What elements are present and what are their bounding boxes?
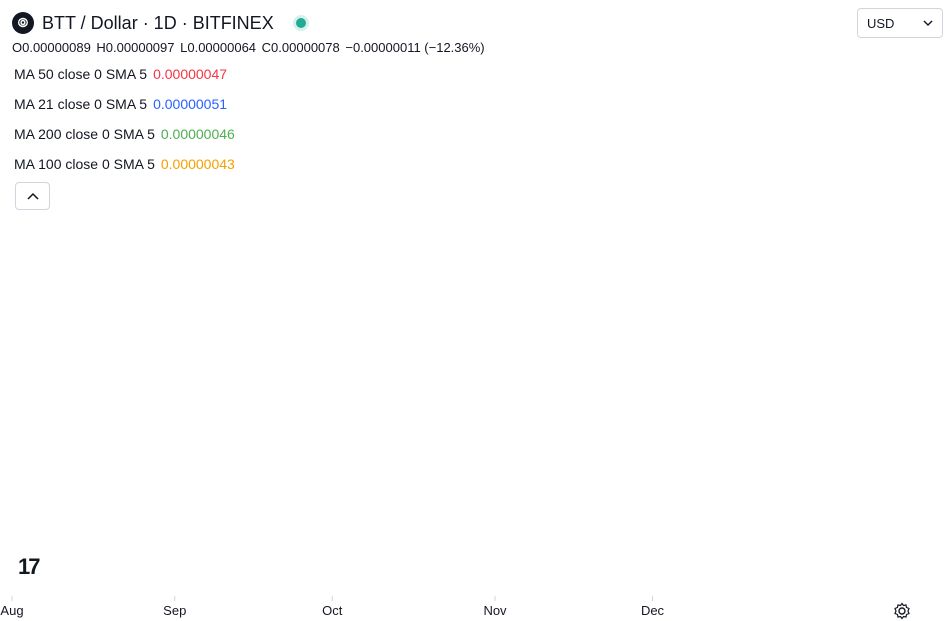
- ohlc-low: L0.00000064: [180, 40, 257, 55]
- indicator-label: MA 200 close 0 SMA 5: [14, 126, 155, 142]
- indicator-value: 0.00000051: [153, 96, 228, 112]
- btt-logo-icon: ⦾: [12, 12, 34, 34]
- tradingview-logo[interactable]: 17: [18, 554, 41, 579]
- x-tick-label: Dec: [641, 603, 665, 618]
- indicator-legend-ma50[interactable]: MA 50 close 0 SMA 5 0.00000047: [14, 66, 227, 82]
- indicator-legend-ma21[interactable]: MA 21 close 0 SMA 5 0.00000051: [14, 96, 227, 112]
- symbol-header: ⦾ BTT / Dollar · 1D · BITFINEX: [12, 12, 306, 34]
- x-tick-label: Oct: [322, 603, 343, 618]
- indicator-legend-ma100[interactable]: MA 100 close 0 SMA 5 0.00000043: [14, 156, 235, 172]
- market-open-status-icon: [295, 18, 306, 28]
- indicator-value: 0.00000043: [160, 156, 235, 172]
- indicator-legend-ma200[interactable]: MA 200 close 0 SMA 5 0.00000046: [14, 126, 235, 142]
- ohlc-close: C0.00000078: [261, 40, 340, 55]
- indicator-value: 0.00000047: [153, 66, 228, 82]
- x-tick-label: Sep: [163, 603, 186, 618]
- currency-value: USD: [867, 15, 895, 31]
- chevron-up-icon: [26, 192, 39, 200]
- symbol-title[interactable]: BTT / Dollar · 1D · BITFINEX: [42, 12, 274, 33]
- ohlc-readout: O0.00000089 H0.00000097 L0.00000064 C0.0…: [12, 40, 487, 55]
- ohlc-open: O0.00000089: [12, 40, 91, 55]
- ohlc-change: −0.00000011 (−12.36%): [345, 40, 485, 55]
- gear-icon[interactable]: [893, 602, 911, 620]
- ohlc-high: H0.00000097: [96, 40, 175, 55]
- chevron-down-icon: [923, 20, 933, 26]
- indicator-label: MA 21 close 0 SMA 5: [14, 96, 148, 112]
- x-tick-label: Aug: [0, 603, 23, 618]
- collapse-indicators-button[interactable]: [15, 182, 50, 210]
- indicator-label: MA 50 close 0 SMA 5: [14, 66, 148, 82]
- price-axis: [852, 0, 947, 621]
- indicator-label: MA 100 close 0 SMA 5: [14, 156, 155, 172]
- indicator-value: 0.00000046: [160, 126, 235, 142]
- currency-select[interactable]: USD: [857, 8, 943, 38]
- x-tick-label: Nov: [483, 603, 507, 618]
